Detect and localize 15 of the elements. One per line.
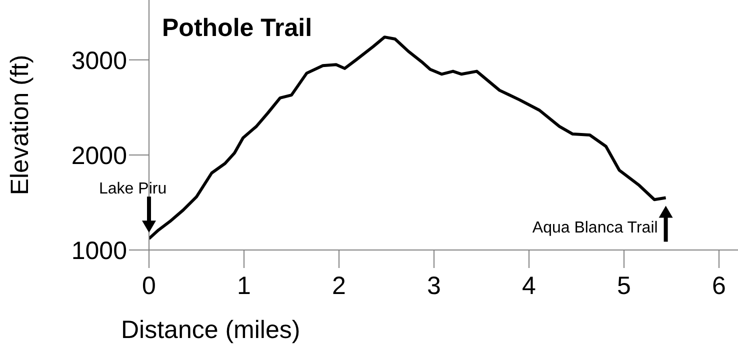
annotation: Lake Piru [99,180,167,198]
x-tick-label: 2 [332,272,346,300]
y-tick-label: 3000 [71,46,127,75]
annotation: Aqua Blanca Trail [532,220,658,237]
x-tick-label: 0 [142,272,156,300]
y-axis-title: Elevation (ft) [6,54,34,196]
x-tick-label: 4 [522,272,536,300]
x-tick-label: 5 [617,272,631,300]
x-tick-label: 3 [427,272,441,300]
x-tick-label: 1 [237,272,251,300]
x-tick-label: 6 [712,272,726,300]
x-axis-title: Distance (miles) [121,316,300,344]
y-tick-label: 1000 [71,236,127,265]
y-tick-label: 2000 [71,142,127,170]
text: Pothole Trail [162,14,312,43]
